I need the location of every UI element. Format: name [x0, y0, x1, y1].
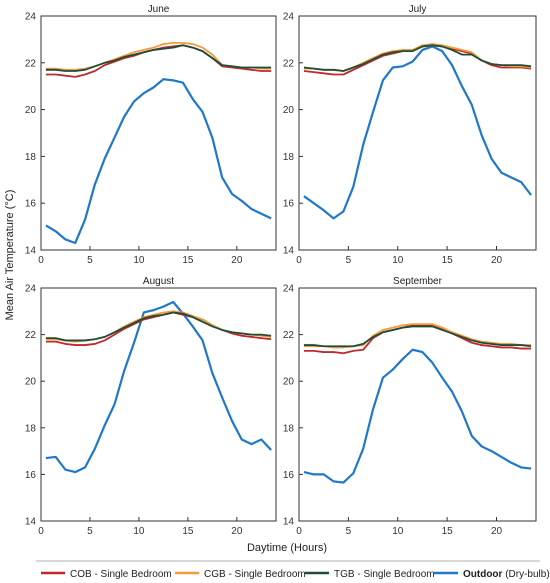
plot-frame	[298, 15, 537, 251]
x-tick-label: 20	[491, 255, 503, 266]
y-tick-label: 24	[283, 284, 295, 295]
y-tick-label: 20	[283, 377, 295, 388]
y-tick-label: 22	[283, 58, 295, 69]
y-tick-label: 18	[283, 152, 295, 163]
panel-july: July 0 5 10 15 20 14 16 18 20 22 24	[283, 4, 537, 266]
y-tick-label: 22	[25, 58, 37, 69]
x-tick-label: 0	[38, 526, 44, 537]
y-axis-label: Mean Air Temperature (°C)	[4, 190, 16, 321]
x-tick-label: 0	[296, 526, 302, 537]
panel-june: June 0 5 10 15 20 14 16 18 20 22 24	[25, 4, 277, 266]
x-tick-label: 15	[442, 255, 454, 266]
legend-item-cob: COB - Single Bedroom	[41, 569, 172, 580]
x-tick-label: 15	[182, 255, 194, 266]
x-tick-label: 5	[87, 526, 93, 537]
legend-label: CGB - Single Bedroom	[204, 569, 306, 580]
plot-frame	[298, 287, 537, 522]
y-tick-label: 24	[283, 12, 295, 23]
panel-august: August 0 5 10 15 20 14 16 18 20 22 24	[25, 276, 277, 537]
y-tick-label: 16	[25, 199, 37, 210]
series-line-cgb	[303, 323, 532, 349]
y-tick-label: 18	[25, 423, 37, 434]
plot-frame	[40, 287, 277, 522]
x-tick-label: 20	[231, 255, 243, 266]
x-tick-label: 10	[392, 255, 404, 266]
series-line-out	[303, 45, 532, 220]
x-tick-label: 15	[442, 526, 454, 537]
x-tick-label: 20	[491, 526, 503, 537]
panel-title: July	[409, 4, 427, 15]
legend-label: COB - Single Bedroom	[70, 569, 172, 580]
y-tick-label: 16	[25, 470, 37, 481]
x-tick-label: 15	[182, 526, 194, 537]
series-line-cob	[303, 324, 532, 355]
legend-item-cgb: CGB - Single Bedroom	[175, 569, 306, 580]
legend-label: TGB - Single Bedroom	[334, 569, 435, 580]
y-tick-label: 24	[25, 12, 37, 23]
y-tick-label: 24	[25, 284, 37, 295]
y-tick-label: 20	[25, 377, 37, 388]
series-line-tgb	[303, 44, 532, 72]
y-tick-label: 18	[283, 423, 295, 434]
x-tick-label: 20	[231, 526, 243, 537]
x-tick-label: 0	[296, 255, 302, 266]
x-tick-label: 5	[346, 526, 352, 537]
y-tick-label: 14	[283, 246, 295, 257]
x-tick-label: 0	[38, 255, 44, 266]
series-line-cgb	[45, 42, 272, 71]
legend-item-out: Outdoor (Dry-bulb)	[434, 569, 550, 580]
panel-title: June	[148, 4, 170, 15]
y-tick-label: 22	[283, 330, 295, 341]
x-axis-label: Daytime (Hours)	[247, 542, 327, 554]
panel-title: August	[143, 276, 174, 287]
x-tick-label: 5	[346, 255, 352, 266]
x-tick-label: 10	[392, 526, 404, 537]
y-tick-label: 22	[25, 330, 37, 341]
panels: June 0 5 10 15 20 14 16 18 20 22 24 July 0 5 10 15 20 14 16…	[25, 4, 537, 537]
y-tick-label: 14	[25, 246, 37, 257]
legend: COB - Single Bedroom CGB - Single Bedroom…	[36, 560, 550, 580]
y-tick-label: 16	[283, 470, 295, 481]
x-tick-label: 10	[133, 526, 145, 537]
series-line-out	[303, 348, 532, 484]
series-line-tgb	[303, 325, 532, 348]
panel-title: September	[393, 276, 443, 287]
x-tick-label: 5	[87, 255, 93, 266]
x-tick-label: 10	[133, 255, 145, 266]
y-tick-label: 20	[283, 105, 295, 116]
plot-frame	[40, 15, 277, 251]
y-tick-label: 20	[25, 105, 37, 116]
series-line-tgb	[45, 311, 272, 342]
panel-september: September 0 5 10 15 20 14 16 18 20 22 24	[283, 276, 537, 537]
series-line-out	[45, 78, 272, 245]
legend-label: Outdoor (Dry-bulb)	[463, 569, 550, 580]
series-line-out	[45, 300, 272, 474]
y-tick-label: 16	[283, 199, 295, 210]
y-tick-label: 18	[25, 152, 37, 163]
legend-item-tgb: TGB - Single Bedroom	[305, 569, 435, 580]
y-tick-label: 14	[25, 517, 37, 528]
series-line-tgb	[45, 44, 272, 72]
y-tick-label: 14	[283, 517, 295, 528]
